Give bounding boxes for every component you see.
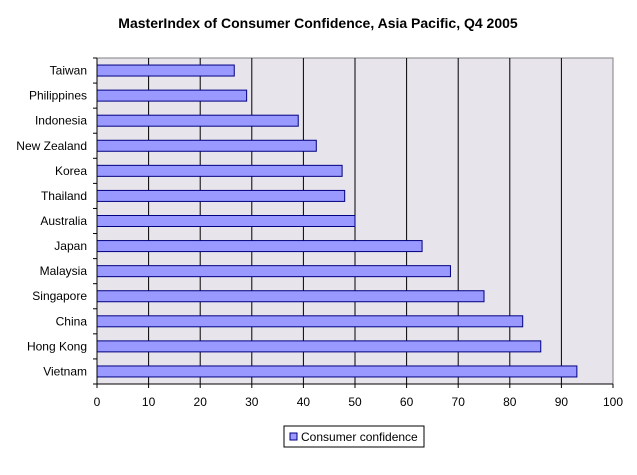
- bar: [96, 340, 542, 353]
- x-tick-label: 100: [603, 395, 623, 409]
- bar: [96, 290, 485, 303]
- x-tick-label: 70: [452, 395, 466, 409]
- y-axis: Taiwan Philippines Indonesia New Zealand Kor…: [16, 57, 98, 385]
- grid-lines: [148, 58, 562, 384]
- bar: [96, 164, 343, 177]
- x-tick-label: 30: [245, 395, 259, 409]
- legend: Consumer confidence: [283, 425, 425, 448]
- x-tick-label: 0: [94, 395, 101, 409]
- bar: [96, 139, 317, 152]
- category-label: New Zealand: [16, 139, 87, 153]
- category-label: Vietnam: [43, 364, 87, 378]
- category-label: Japan: [54, 239, 87, 253]
- legend-box: [283, 425, 425, 448]
- x-axis: 0 10 20 30 40 50 60 70 80 90 100: [94, 383, 623, 409]
- category-label: Korea: [55, 164, 87, 178]
- category-label: Singapore: [32, 289, 87, 303]
- x-tick-label: 80: [503, 395, 517, 409]
- x-tick-label: 40: [297, 395, 311, 409]
- x-tick-label: 20: [194, 395, 208, 409]
- x-tick-label: 60: [400, 395, 414, 409]
- bar: [96, 315, 524, 328]
- x-tick-label: 50: [348, 395, 362, 409]
- category-label: Philippines: [29, 89, 87, 103]
- bar: [96, 89, 248, 102]
- bar: [96, 189, 346, 202]
- legend-entry: Consumer confidence: [301, 430, 418, 444]
- chart-title: MasterIndex of Consumer Confidence, Asia…: [118, 15, 518, 31]
- bar: [96, 265, 451, 278]
- category-label: China: [56, 314, 88, 328]
- category-label: Malaysia: [40, 264, 88, 278]
- category-label: Hong Kong: [27, 339, 87, 353]
- bar: [96, 240, 423, 253]
- bar: [96, 64, 235, 77]
- bar: [96, 365, 578, 378]
- bar: [96, 215, 356, 227]
- x-tick-label: 10: [142, 395, 156, 409]
- bars: [96, 64, 578, 378]
- category-label: Indonesia: [35, 114, 87, 128]
- category-label: Thailand: [41, 189, 87, 203]
- bar: [96, 114, 299, 127]
- category-label: Taiwan: [50, 64, 87, 78]
- legend-swatch: [289, 432, 298, 441]
- x-tick-label: 90: [555, 395, 569, 409]
- category-label: Australia: [40, 214, 87, 228]
